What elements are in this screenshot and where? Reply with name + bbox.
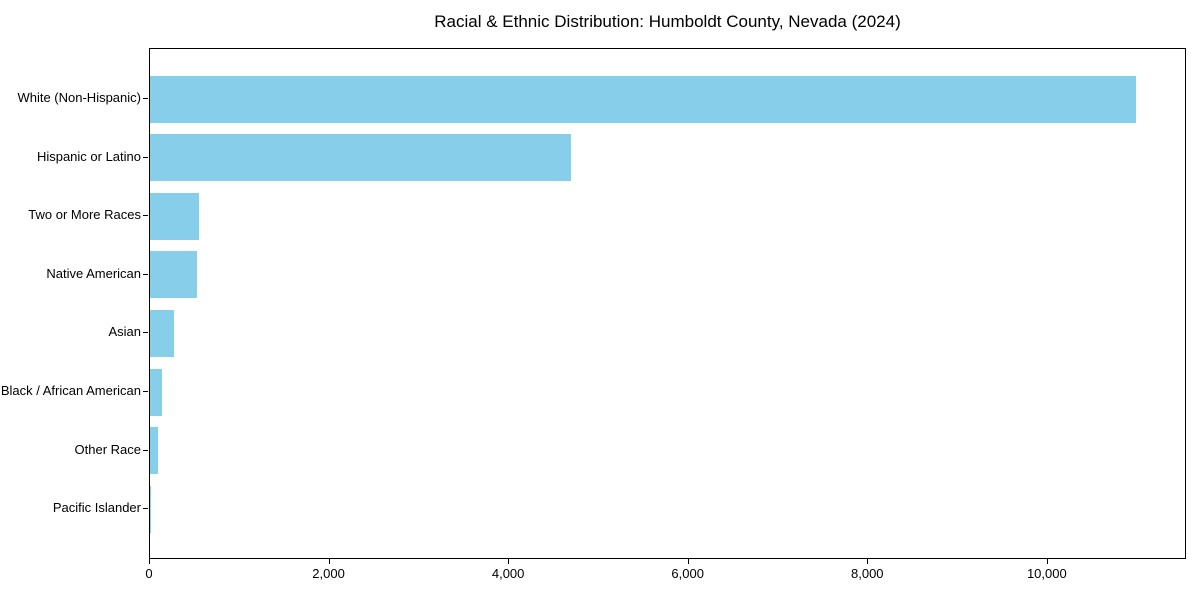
chart-title: Racial & Ethnic Distribution: Humboldt C… xyxy=(434,12,901,31)
x-tick-label: 6,000 xyxy=(671,566,704,581)
y-tick-label: Pacific Islander xyxy=(52,500,141,516)
y-tick-label: Asian xyxy=(108,324,141,340)
x-tick-label: 4,000 xyxy=(491,566,525,581)
bar xyxy=(150,368,163,416)
x-tick xyxy=(867,559,869,564)
y-tick xyxy=(143,98,148,99)
y-tick xyxy=(143,391,148,392)
x-tick xyxy=(687,559,689,564)
y-tick-label: Two or More Races xyxy=(28,207,141,223)
bar xyxy=(150,134,572,182)
x-tick-label: 10,000 xyxy=(1026,566,1067,581)
y-tick-label: Black / African American xyxy=(0,383,141,398)
bar xyxy=(150,427,159,475)
y-tick xyxy=(143,273,148,275)
y-tick-label: Native American xyxy=(46,265,141,281)
x-tick xyxy=(149,559,150,564)
y-tick-label: Other Race xyxy=(74,441,141,457)
y-tick xyxy=(143,508,148,510)
y-tick-label: Hispanic or Latino xyxy=(36,148,141,164)
bar xyxy=(150,75,1136,123)
y-tick xyxy=(143,156,148,158)
y-tick-label: White (Non-Hispanic) xyxy=(17,90,141,105)
x-tick-label: 8,000 xyxy=(850,566,884,581)
bar xyxy=(150,309,175,357)
y-tick xyxy=(143,332,148,334)
x-tick xyxy=(328,559,330,564)
x-tick-label: 2,000 xyxy=(312,566,345,581)
bar xyxy=(150,485,152,533)
x-tick-label: 0 xyxy=(145,566,153,581)
bar xyxy=(150,251,197,299)
y-tick xyxy=(143,449,148,451)
bar xyxy=(150,192,200,240)
x-tick xyxy=(508,559,510,564)
plot-area xyxy=(149,48,1186,559)
y-tick xyxy=(143,215,148,217)
x-tick xyxy=(1046,559,1048,564)
